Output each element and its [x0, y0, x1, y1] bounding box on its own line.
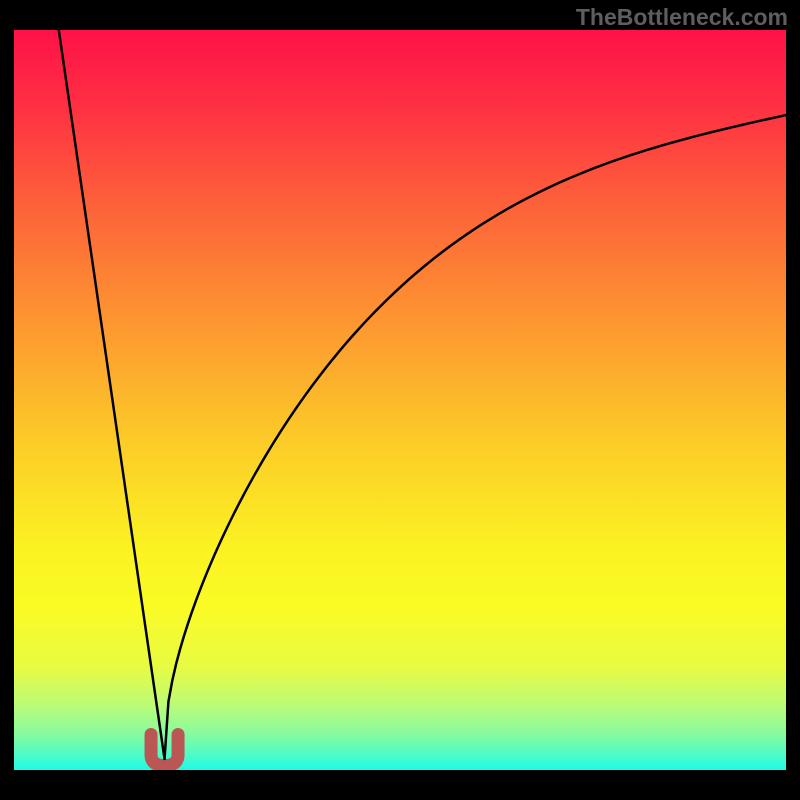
chart-svg [0, 0, 800, 800]
watermark-text: TheBottleneck.com [576, 4, 788, 31]
chart-container: TheBottleneck.com [0, 0, 800, 800]
gradient-background [14, 30, 786, 770]
